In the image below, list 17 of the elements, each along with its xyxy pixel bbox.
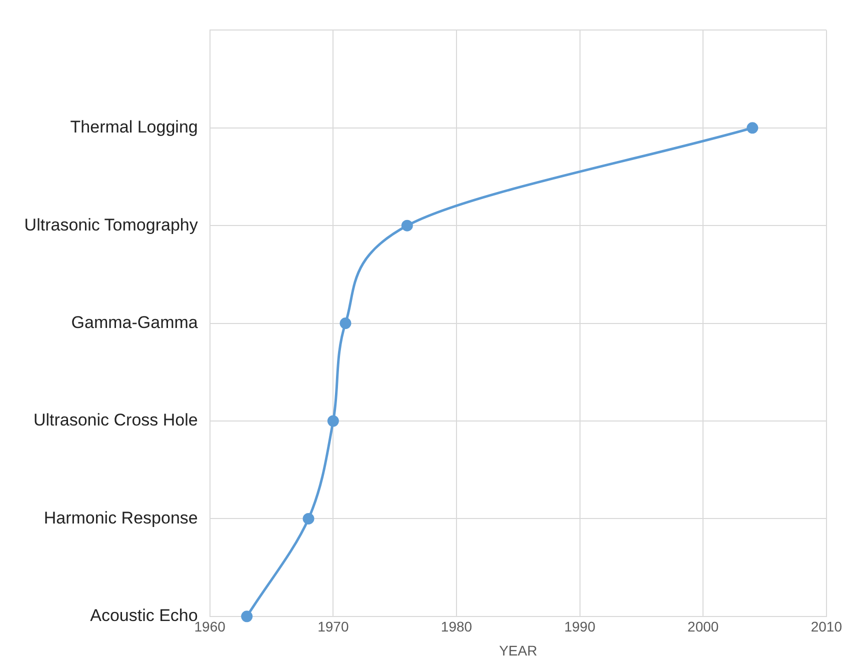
- x-tick-label: 1970: [318, 618, 349, 635]
- y-tick-label: Ultrasonic Tomography: [24, 215, 198, 234]
- x-tick-label: 1990: [564, 618, 596, 635]
- y-tick-label: Harmonic Response: [44, 508, 198, 528]
- point: [746, 122, 758, 134]
- point: [302, 512, 314, 524]
- point: [241, 610, 253, 622]
- y-tick-label: Gamma-Gamma: [71, 312, 198, 332]
- y-tick-label: Ultrasonic Cross Hole: [33, 410, 198, 430]
- y-tick-label: Thermal Logging: [70, 118, 198, 137]
- x-tick-label: 2010: [810, 618, 842, 635]
- x-tick-label: 2000: [688, 618, 719, 635]
- x-axis-title: YEAR: [499, 642, 538, 658]
- point: [327, 415, 339, 427]
- x-tick-label: 1980: [440, 618, 472, 635]
- point: [340, 318, 352, 330]
- point: [401, 220, 413, 232]
